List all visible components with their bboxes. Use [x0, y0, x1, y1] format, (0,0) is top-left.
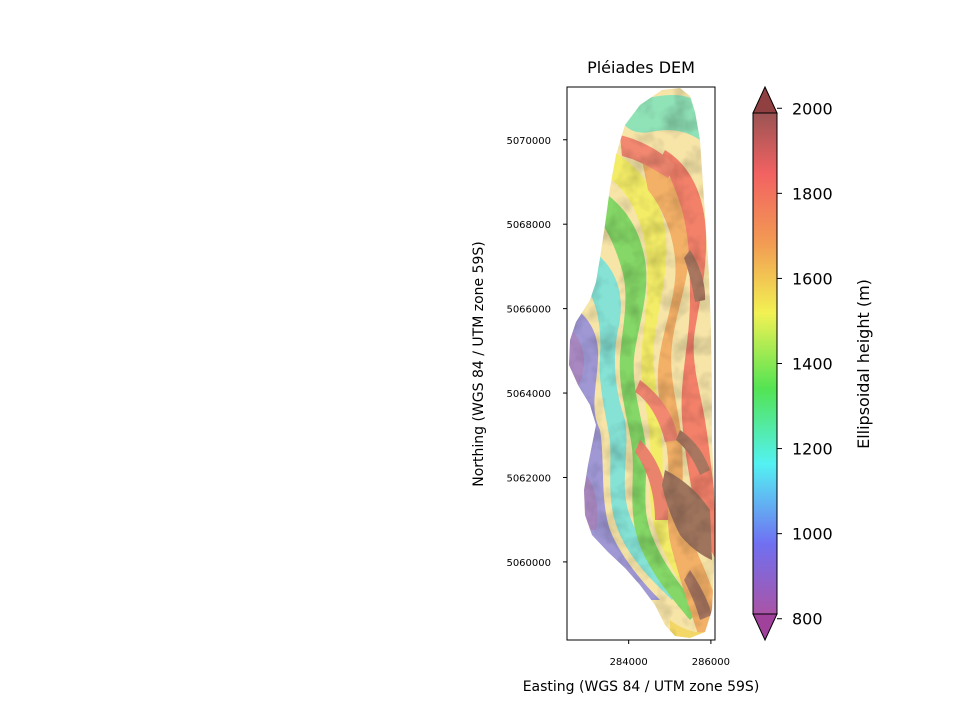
x-axis-label: Easting (WGS 84 / UTM zone 59S): [523, 679, 760, 695]
y-axis-ticks: 5060000 5062000 5064000 5066000 5068000 50700…: [506, 136, 567, 569]
y-tick-label: 5060000: [506, 558, 551, 569]
colorbar-tick-label: 1200: [792, 440, 833, 459]
y-axis-label: Northing (WGS 84 / UTM zone 59S): [471, 241, 487, 487]
y-tick-label: 5062000: [506, 473, 551, 484]
colorbar-label: Ellipsoidal height (m): [854, 279, 873, 449]
y-tick-label: 5068000: [506, 220, 551, 231]
axes-frame: [566, 86, 716, 641]
y-tick-label: 5070000: [506, 136, 551, 147]
x-tick-label: 286000: [692, 657, 730, 668]
colorbar-extend-top: [752, 85, 778, 114]
colorbar-gradient: [753, 113, 777, 614]
colorbar-tick-label: 800: [792, 610, 823, 629]
x-axis-ticks: 284000 286000: [610, 640, 730, 668]
colorbar-tick-label: 1400: [792, 355, 833, 374]
x-tick-label: 284000: [610, 657, 648, 668]
colorbar-tick-label: 1800: [792, 184, 833, 203]
colorbar-extend-bottom: [752, 613, 778, 642]
colorbar-ticks: 800 1000 1200 1400 1600 1800 2000: [777, 99, 833, 629]
y-tick-label: 5066000: [506, 305, 551, 316]
colorbar-tick-label: 2000: [792, 99, 833, 118]
colorbar-tick-label: 1000: [792, 525, 833, 544]
chart-title: Pléiades DEM: [587, 58, 695, 77]
colorbar-tick-label: 1600: [792, 269, 833, 288]
colorbar: 800 1000 1200 1400 1600 1800 2000: [752, 85, 833, 642]
y-tick-label: 5064000: [506, 389, 551, 400]
map-axes: [566, 86, 716, 641]
